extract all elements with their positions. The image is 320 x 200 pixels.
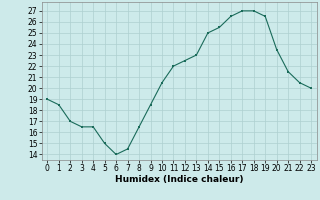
X-axis label: Humidex (Indice chaleur): Humidex (Indice chaleur) — [115, 175, 244, 184]
